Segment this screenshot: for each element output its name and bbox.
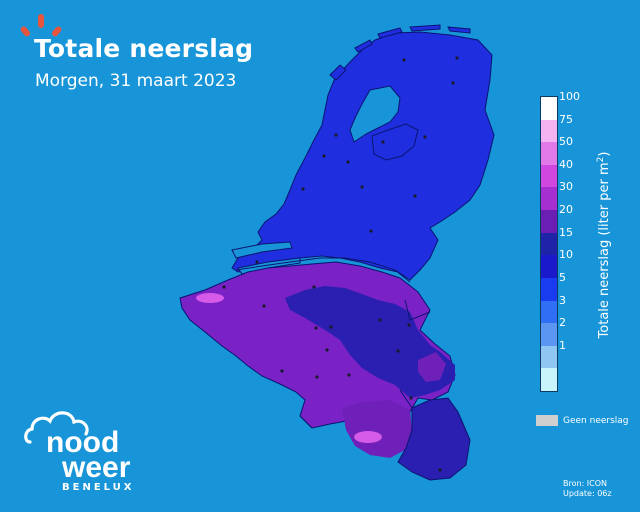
legend-band bbox=[541, 277, 557, 302]
hotspot-ardennes bbox=[354, 431, 382, 443]
cloud-icon bbox=[24, 411, 89, 444]
wadden-islands bbox=[329, 24, 471, 81]
legend-tick-label: 100 bbox=[559, 90, 580, 103]
source-model: Bron: ICON bbox=[563, 479, 608, 488]
map-subtitle: Morgen, 31 maart 2023 bbox=[35, 71, 237, 91]
legend-band bbox=[541, 119, 557, 143]
legend-band bbox=[541, 345, 557, 369]
legend-tick-label: 1 bbox=[559, 338, 566, 352]
zone-light-purple bbox=[418, 352, 446, 382]
no-precipitation-swatch bbox=[536, 415, 558, 426]
map-title: Totale neerslag bbox=[34, 34, 254, 63]
legend-band bbox=[541, 164, 557, 188]
legend-band bbox=[541, 187, 557, 211]
legend-band bbox=[541, 210, 557, 234]
legend-band bbox=[541, 300, 557, 324]
legend-band bbox=[541, 142, 557, 166]
legend-tick-label: 15 bbox=[559, 225, 573, 239]
legend-tick-label: 5 bbox=[559, 270, 566, 284]
legend-band bbox=[541, 232, 557, 256]
country-borders bbox=[235, 257, 431, 429]
lake-ijsselmeer bbox=[349, 85, 401, 143]
no-precipitation-label: Geen neerslag bbox=[563, 416, 629, 426]
logo-line-nood: nood bbox=[46, 426, 119, 459]
legend-tick-label: 30 bbox=[559, 180, 573, 194]
legend-band bbox=[541, 368, 557, 392]
sun-logo-icon bbox=[20, 14, 62, 37]
legend-tick-label: 3 bbox=[559, 293, 566, 307]
logo-benelux: BENELUX bbox=[62, 482, 135, 493]
legend-band bbox=[541, 323, 557, 347]
region-luxembourg bbox=[397, 397, 471, 481]
legend-band bbox=[541, 255, 557, 279]
legend-tick-label: 50 bbox=[559, 135, 573, 149]
legend-band bbox=[541, 97, 557, 121]
source-update: Update: 06z bbox=[563, 489, 612, 498]
logo-line-weer: weer bbox=[61, 451, 131, 484]
noodweer-logo: nood weer bbox=[24, 411, 131, 484]
region-flevoland bbox=[371, 123, 419, 161]
legend-tick-label: 75 bbox=[559, 112, 573, 126]
precipitation-legend bbox=[540, 96, 558, 392]
hotspot-westkust bbox=[196, 293, 224, 303]
legend-tick-label: 2 bbox=[559, 316, 566, 330]
city-dots bbox=[222, 56, 459, 472]
source-info: Bron: ICON Update: 06z bbox=[563, 479, 612, 499]
region-netherlands bbox=[231, 31, 495, 281]
zone-dark-blue bbox=[285, 286, 455, 398]
legend-tick-label: 10 bbox=[559, 248, 573, 262]
legend-tick-label: 20 bbox=[559, 203, 573, 217]
zone-ardennes bbox=[342, 400, 412, 458]
legend-tick-label: 40 bbox=[559, 157, 573, 171]
legend-title: Totale neerslag (liter per m2) bbox=[595, 151, 613, 339]
